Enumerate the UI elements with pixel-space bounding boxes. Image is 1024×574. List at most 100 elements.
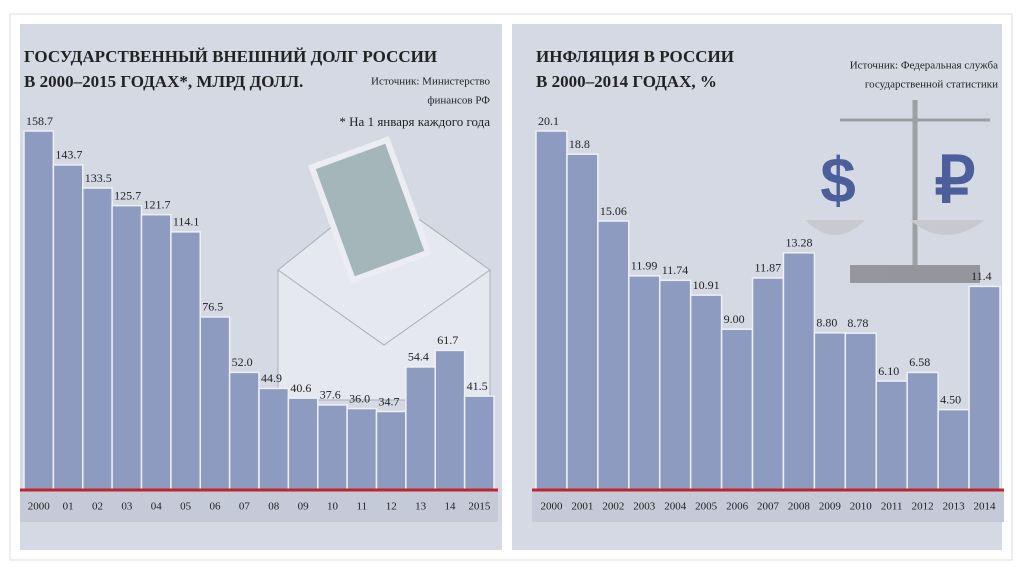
bar [782,252,816,491]
bar [258,387,290,491]
chart-title: ИНФЛЯЦИЯ В РОССИИ [536,47,734,66]
value-label: 121.7 [144,197,171,211]
bar [52,164,84,491]
value-label: 15.06 [600,204,627,218]
value-label: 11.87 [755,261,782,275]
bar [287,397,319,491]
value-label: 44.9 [261,371,282,385]
x-tick-label: 2010 [850,501,873,513]
value-label: 11.74 [662,263,689,277]
chart-title: В 2000–2014 ГОДАХ, % [536,72,717,91]
value-label: 20.1 [538,114,559,128]
value-label: 6.58 [909,355,930,369]
chart-title: В 2000–2015 ГОДАХ*, МЛРД ДОЛЛ. [24,72,303,91]
dollar-icon: $ [820,144,856,216]
bar [199,316,231,491]
source: финансов РФ [427,95,490,107]
value-label: 6.10 [878,364,899,378]
note: * На 1 января каждого года [339,114,490,129]
bar [111,204,143,491]
value-label: 133.5 [85,171,112,185]
bar [170,231,201,491]
x-tick-label: 2011 [881,501,903,513]
x-tick-label: 2000 [540,501,563,513]
x-tick-label: 03 [121,501,133,513]
bar [597,220,630,491]
axis-band [532,490,1004,522]
value-label: 37.6 [320,388,341,402]
source: Источник: Министерство [371,76,490,88]
value-label: 18.8 [569,137,590,151]
value-label: 41.5 [467,379,488,393]
bar [405,366,436,491]
value-label: 13.28 [785,236,812,250]
bar [658,279,692,491]
value-label: 143.7 [55,148,82,162]
bar [463,395,495,491]
value-label: 4.50 [940,392,961,406]
bar [720,328,754,491]
x-tick-label: 14 [444,501,456,513]
value-label: 11.4 [971,269,992,283]
x-tick-label: 06 [209,501,221,513]
x-tick-label: 09 [298,501,310,513]
value-label: 8.78 [847,316,868,330]
bar [628,275,661,491]
x-tick-label: 11 [357,501,368,513]
x-tick-label: 2013 [943,501,966,513]
x-tick-label: 2004 [664,501,687,513]
scales-illustration [805,100,990,283]
bar [535,130,568,491]
value-label: 36.0 [349,391,370,405]
bar [906,371,939,491]
bar [434,349,466,491]
value-label: 61.7 [437,333,458,347]
x-tick-label: 2007 [757,501,780,513]
value-label: 52.0 [232,355,253,369]
bar [844,332,878,491]
bar [566,153,599,491]
bar [228,371,260,491]
bar [875,380,908,491]
source: государственной статистики [865,79,998,91]
envelope-illustration [277,136,491,401]
bar [689,294,723,491]
x-tick-label: 2000 [28,501,51,513]
x-tick-label: 2005 [695,501,718,513]
x-tick-label: 07 [239,501,251,513]
bar [82,187,113,491]
value-label: 40.6 [290,381,311,395]
x-tick-label: 10 [327,501,339,513]
axis-band [20,490,498,522]
bar [968,285,1001,491]
x-tick-label: 2001 [571,501,593,513]
x-tick-label: 2008 [788,501,811,513]
bar [937,408,970,491]
value-label: 158.7 [26,114,53,128]
x-tick-label: 2015 [468,501,491,513]
value-label: 9.00 [724,312,745,326]
bar [751,277,785,491]
x-tick-label: 04 [151,501,163,513]
x-tick-label: 02 [92,501,103,513]
value-label: 125.7 [114,188,141,202]
bar [140,213,172,491]
x-tick-label: 2002 [602,501,624,513]
bar [346,407,378,491]
value-label: 8.80 [816,316,837,330]
x-tick-label: 2006 [726,501,749,513]
x-tick-label: 05 [180,501,192,513]
bar [375,410,407,491]
source: Источник: Федеральная служба [850,60,998,72]
x-tick-label: 12 [386,501,397,513]
x-tick-label: 2003 [633,501,656,513]
value-label: 10.91 [693,278,720,292]
ruble-icon: ₽ [935,144,976,216]
x-tick-label: 13 [415,501,427,513]
value-label: 114.1 [173,215,200,229]
value-label: 76.5 [202,300,223,314]
bar [813,332,847,491]
x-tick-label: 2012 [912,501,934,513]
